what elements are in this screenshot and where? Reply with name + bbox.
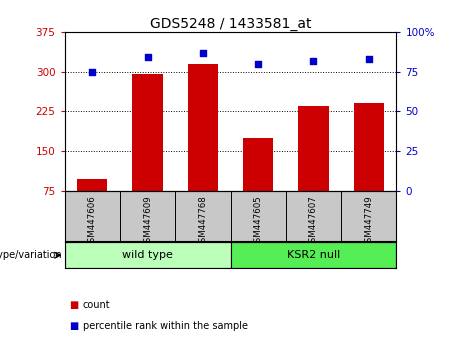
- Text: GSM447607: GSM447607: [309, 195, 318, 248]
- Bar: [77, 179, 107, 191]
- Text: GSM447749: GSM447749: [364, 195, 373, 247]
- Bar: [230, 242, 396, 268]
- Text: GSM447609: GSM447609: [143, 195, 152, 247]
- Point: [199, 50, 207, 55]
- Point: [310, 58, 317, 63]
- Text: GSM447768: GSM447768: [198, 195, 207, 248]
- Text: genotype/variation: genotype/variation: [0, 250, 62, 260]
- Point: [89, 69, 96, 74]
- Text: GSM447605: GSM447605: [254, 195, 263, 248]
- Bar: [188, 64, 218, 191]
- Text: percentile rank within the sample: percentile rank within the sample: [83, 321, 248, 331]
- Point: [365, 56, 372, 62]
- Text: GSM447606: GSM447606: [88, 195, 97, 248]
- Bar: [65, 242, 230, 268]
- Bar: [354, 103, 384, 191]
- Text: KSR2 null: KSR2 null: [287, 250, 340, 260]
- Bar: [298, 106, 329, 191]
- Point: [254, 61, 262, 67]
- Bar: [243, 138, 273, 191]
- Text: ■: ■: [69, 300, 78, 310]
- Title: GDS5248 / 1433581_at: GDS5248 / 1433581_at: [150, 17, 311, 31]
- Text: ■: ■: [69, 321, 78, 331]
- Point: [144, 55, 151, 60]
- Text: count: count: [83, 300, 111, 310]
- Text: wild type: wild type: [122, 250, 173, 260]
- Bar: [132, 74, 163, 191]
